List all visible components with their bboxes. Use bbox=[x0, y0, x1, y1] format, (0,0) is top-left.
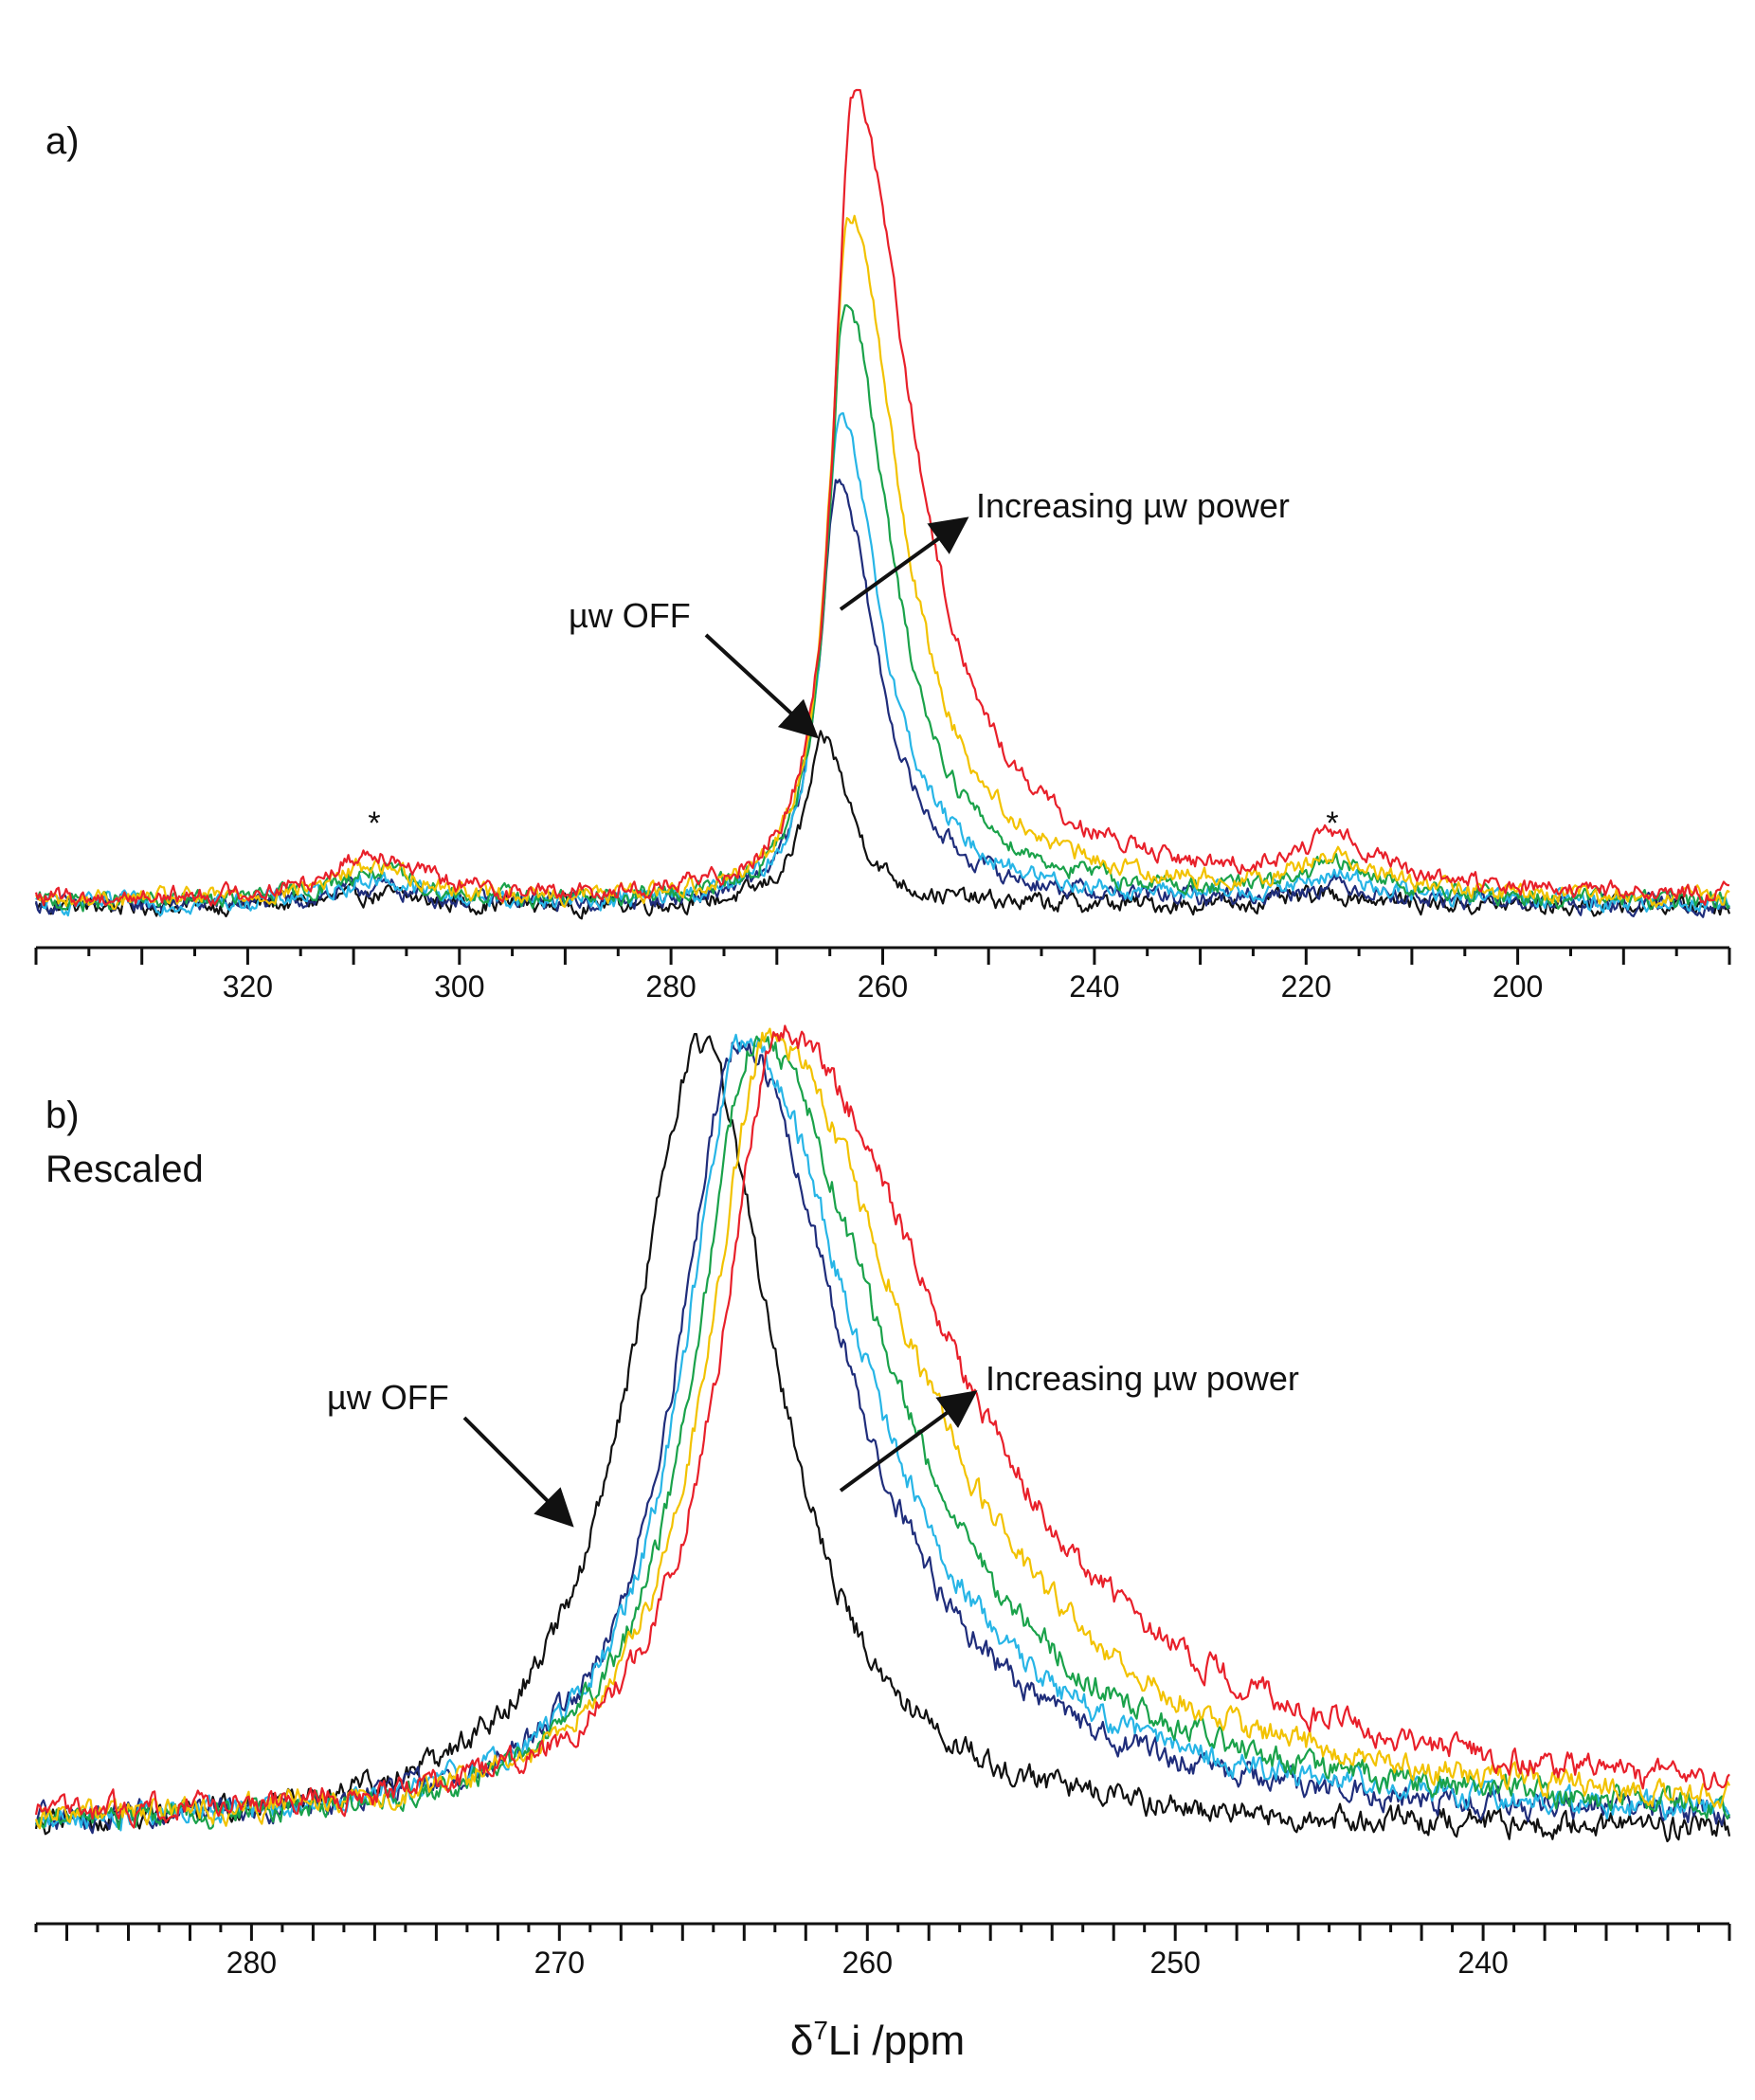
spectrum-line-0 bbox=[34, 730, 1731, 920]
x-axis-title-symbol: δ bbox=[790, 2018, 814, 2064]
x-axis-title-superscript: 7 bbox=[813, 2016, 828, 2045]
spectrum-line-0 bbox=[34, 1032, 1731, 1843]
sideband-marker-right: * bbox=[1326, 806, 1338, 842]
spectrum-line-3 bbox=[35, 304, 1730, 913]
spectrum-line-3 bbox=[35, 1035, 1731, 1831]
spectrum-line-2 bbox=[35, 1033, 1730, 1832]
panel-b-ticks: 280 270 260 250 240 bbox=[34, 1924, 1731, 1980]
annotation-uw-off-a: µw OFF bbox=[569, 596, 691, 635]
x-tick-label: 220 bbox=[1281, 969, 1331, 1004]
x-tick-label: 280 bbox=[645, 969, 696, 1004]
x-tick-label: 260 bbox=[842, 1946, 893, 1980]
panel-b-spectra bbox=[34, 1024, 1731, 1843]
panel-a: a) 320 300 280 260 240 220 200 * * µw OFF Incr… bbox=[34, 88, 1731, 1004]
x-tick-label: 240 bbox=[1457, 1946, 1508, 1980]
annotation-uw-off-b: µw OFF bbox=[327, 1378, 449, 1417]
panel-a-spectra bbox=[34, 88, 1731, 920]
x-tick-label: 270 bbox=[534, 1946, 585, 1980]
arrow-uw-off-a bbox=[704, 633, 819, 739]
sideband-marker-left: * bbox=[368, 806, 380, 842]
panel-b: b) Rescaled 280 270 260 250 240 µw OFF Incre… bbox=[34, 1024, 1731, 1980]
annotation-increasing-power-b: Increasing µw power bbox=[986, 1359, 1299, 1398]
x-tick-label: 300 bbox=[434, 969, 484, 1004]
x-tick-label: 260 bbox=[858, 969, 908, 1004]
arrow-increasing-power-a bbox=[839, 516, 969, 611]
x-tick-label: 250 bbox=[1150, 1946, 1201, 1980]
panel-a-label: a) bbox=[45, 120, 80, 162]
panel-a-ticks: 320 300 280 260 240 220 200 bbox=[34, 948, 1731, 1004]
spectrum-line-1 bbox=[34, 1041, 1731, 1835]
x-tick-label: 240 bbox=[1069, 969, 1119, 1004]
x-tick-label: 200 bbox=[1493, 969, 1543, 1004]
spectrum-line-4 bbox=[35, 214, 1730, 911]
arrow-increasing-power-b bbox=[839, 1390, 978, 1493]
x-axis-title-rest: Li /ppm bbox=[828, 2018, 965, 2064]
spectrum-line-1 bbox=[34, 479, 1731, 918]
spectrum-line-2 bbox=[35, 412, 1730, 917]
annotation-increasing-power-a: Increasing µw power bbox=[976, 486, 1290, 525]
panel-b-sublabel: Rescaled bbox=[45, 1149, 204, 1190]
spectrum-line-5 bbox=[34, 88, 1730, 908]
spectrum-line-5 bbox=[34, 1024, 1730, 1829]
arrow-uw-off-b bbox=[462, 1416, 574, 1528]
x-tick-label: 320 bbox=[223, 969, 273, 1004]
panel-b-label: b) bbox=[45, 1095, 80, 1136]
x-axis-title: δ7Li /ppm bbox=[790, 2016, 965, 2064]
x-tick-label: 280 bbox=[226, 1946, 277, 1980]
spectrum-line-4 bbox=[34, 1027, 1730, 1830]
